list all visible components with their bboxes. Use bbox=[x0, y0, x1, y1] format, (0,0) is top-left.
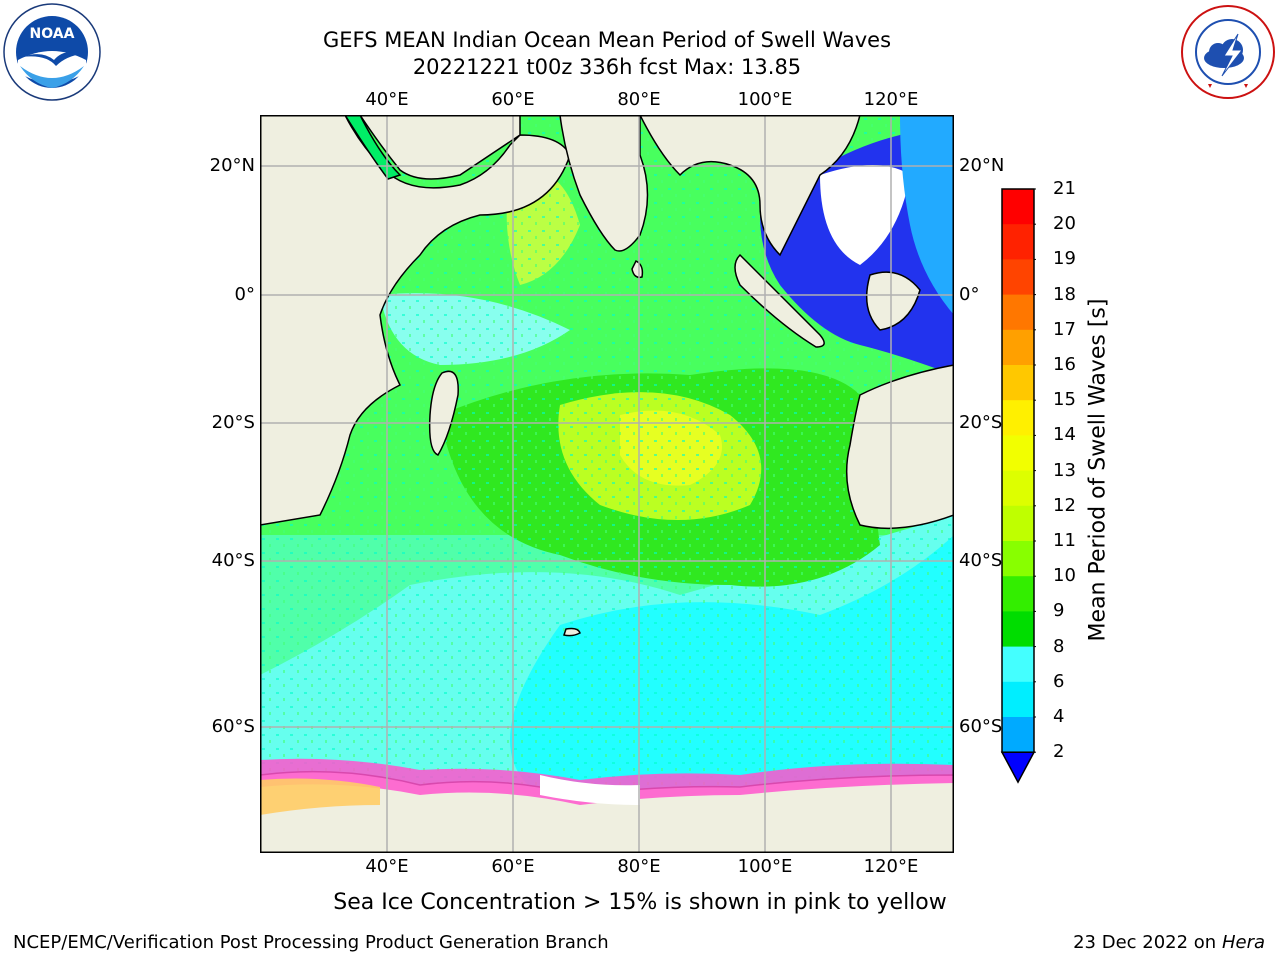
lon-label-top: 60°E bbox=[491, 89, 535, 110]
lat-label-right: 20°N bbox=[959, 155, 1005, 176]
colorbar-block bbox=[1002, 224, 1034, 260]
colorbar-tick-label: 12 bbox=[1053, 494, 1076, 516]
map-title: GEFS MEAN Indian Ocean Mean Period of Sw… bbox=[322, 28, 892, 52]
lon-label-top: 100°E bbox=[737, 89, 793, 110]
colorbar-tick-label: 15 bbox=[1053, 389, 1076, 411]
lon-label-top: 80°E bbox=[617, 89, 661, 110]
lat-label-right: 40°S bbox=[959, 550, 1003, 571]
lon-label-bottom: 60°E bbox=[491, 856, 535, 877]
colorbar-title: Mean Period of Swell Waves [s] bbox=[1085, 298, 1111, 642]
credit-text: NCEP/EMC/Verification Post Processing Pr… bbox=[13, 932, 609, 953]
colorbar-block bbox=[1002, 189, 1034, 225]
colorbar-extension bbox=[1000, 751, 1036, 784]
colorbar-block bbox=[1002, 470, 1034, 507]
colorbar-tick-label: 8 bbox=[1053, 635, 1065, 657]
colorbar-tick-label: 11 bbox=[1053, 530, 1076, 551]
colorbar-block bbox=[1002, 294, 1034, 331]
colorbar-tick-label: 20 bbox=[1053, 213, 1076, 235]
colorbar-block bbox=[1002, 717, 1034, 753]
colorbar-tick-label: 14 bbox=[1053, 424, 1076, 446]
ocean-map bbox=[260, 115, 954, 853]
colorbar-tick-label: 2 bbox=[1053, 741, 1065, 763]
colorbar-tick-label: 10 bbox=[1053, 565, 1076, 587]
colorbar-block bbox=[1002, 505, 1034, 542]
lon-label-bottom: 120°E bbox=[863, 856, 919, 877]
map-subtitle: 20221221 t00z 336h fcst Max: 13.85 bbox=[412, 55, 802, 79]
colorbar-block bbox=[1002, 646, 1034, 683]
colorbar-block bbox=[1002, 435, 1034, 472]
lat-label-left: 0° bbox=[234, 284, 255, 305]
lon-label-bottom: 80°E bbox=[617, 856, 661, 877]
colorbar-block bbox=[1002, 259, 1034, 296]
lon-label-top: 40°E bbox=[365, 89, 409, 110]
colorbar-graphic bbox=[1000, 188, 1036, 784]
date-host: Hera bbox=[1221, 932, 1265, 953]
colorbar-block bbox=[1002, 365, 1034, 401]
colorbar-block bbox=[1002, 611, 1034, 648]
colorbar-tick-label: 18 bbox=[1053, 283, 1076, 305]
colorbar-tick-label: 4 bbox=[1053, 706, 1065, 727]
colorbar-block bbox=[1002, 329, 1034, 366]
colorbar-block bbox=[1002, 576, 1034, 612]
lat-label-left: 20°N bbox=[209, 155, 255, 176]
lon-label-bottom: 100°E bbox=[737, 856, 793, 877]
lat-label-right: 60°S bbox=[959, 716, 1003, 737]
sea-ice-note: Sea Ice Concentration > 15% is shown in … bbox=[333, 890, 947, 915]
lat-label-left: 40°S bbox=[211, 550, 255, 571]
nws-logo bbox=[1178, 4, 1278, 100]
colorbar-tick-label: 13 bbox=[1053, 459, 1076, 481]
colorbar-block bbox=[1002, 541, 1034, 577]
colorbar-tick-label: 16 bbox=[1053, 354, 1076, 375]
colorbar-tick-label: 17 bbox=[1053, 318, 1076, 340]
colorbar bbox=[1000, 188, 1036, 788]
colorbar-tick-label: 19 bbox=[1053, 248, 1076, 270]
date-text: 23 Dec 2022 on Hera bbox=[1073, 932, 1265, 953]
colorbar-tick-label: 9 bbox=[1053, 600, 1065, 622]
colorbar-tick-label: 21 bbox=[1053, 178, 1076, 199]
lat-label-left: 20°S bbox=[211, 412, 255, 433]
lat-label-right: 20°S bbox=[959, 412, 1003, 433]
colorbar-tick-label: 6 bbox=[1053, 670, 1065, 692]
noaa-logo-text: NOAA bbox=[30, 26, 75, 42]
lat-label-left: 60°S bbox=[211, 716, 255, 737]
lat-label-right: 0° bbox=[959, 284, 980, 305]
colorbar-block bbox=[1002, 681, 1034, 718]
colorbar-block bbox=[1002, 400, 1034, 436]
noaa-logo: NOAA bbox=[2, 2, 102, 102]
lon-label-top: 120°E bbox=[863, 89, 919, 110]
lon-label-bottom: 40°E bbox=[365, 856, 409, 877]
date-label: 23 Dec 2022 on bbox=[1073, 932, 1217, 953]
